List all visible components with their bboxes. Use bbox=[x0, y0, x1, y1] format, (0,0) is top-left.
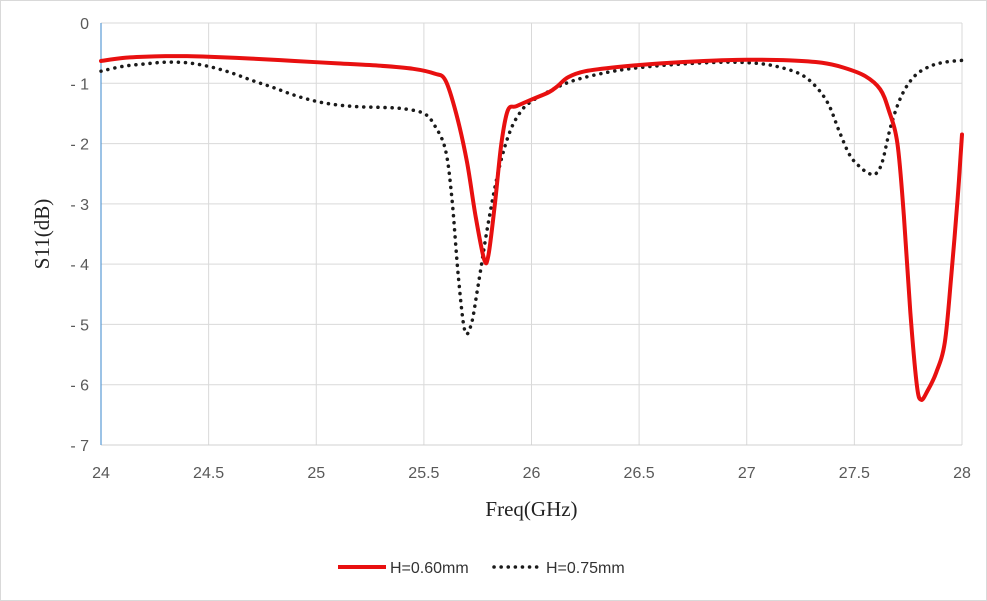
y-tick-label: - 4 bbox=[70, 257, 89, 274]
series-line-dotted bbox=[99, 58, 964, 336]
y-tick-label: - 1 bbox=[70, 76, 89, 93]
series-line-solid bbox=[99, 54, 964, 402]
y-tick-label: 0 bbox=[80, 16, 89, 33]
y-tick-label: - 7 bbox=[70, 438, 89, 455]
x-tick-label: 28 bbox=[953, 465, 971, 482]
y-axis-title: S11(dB) bbox=[30, 199, 54, 269]
x-tick-label: 25 bbox=[307, 465, 325, 482]
tick-labels: 24 24.5 25 25.5 26 26.5 27 27.5 28 0 - 1 - 2 - 3 - 4 -… bbox=[70, 16, 971, 482]
y-tick-label: - 5 bbox=[70, 317, 89, 334]
gridlines bbox=[101, 22, 963, 445]
x-tick-label: 24 bbox=[92, 465, 110, 482]
y-tick-label: - 2 bbox=[70, 137, 89, 154]
x-tick-label: 25.5 bbox=[408, 465, 439, 482]
x-axis-title: Freq(GHz) bbox=[485, 497, 577, 521]
x-tick-label: 27.5 bbox=[839, 465, 870, 482]
x-tick-label: 24.5 bbox=[193, 465, 224, 482]
legend: H=0.60mm H=0.75mm bbox=[338, 560, 625, 577]
axes bbox=[100, 23, 962, 446]
series-lines bbox=[99, 54, 964, 402]
y-tick-label: - 3 bbox=[70, 197, 89, 214]
x-tick-label: 26 bbox=[523, 465, 541, 482]
legend-label: H=0.60mm bbox=[390, 560, 469, 577]
x-tick-label: 26.5 bbox=[624, 465, 655, 482]
legend-label: H=0.75mm bbox=[546, 560, 625, 577]
y-tick-label: - 6 bbox=[70, 378, 89, 395]
x-tick-label: 27 bbox=[738, 465, 756, 482]
